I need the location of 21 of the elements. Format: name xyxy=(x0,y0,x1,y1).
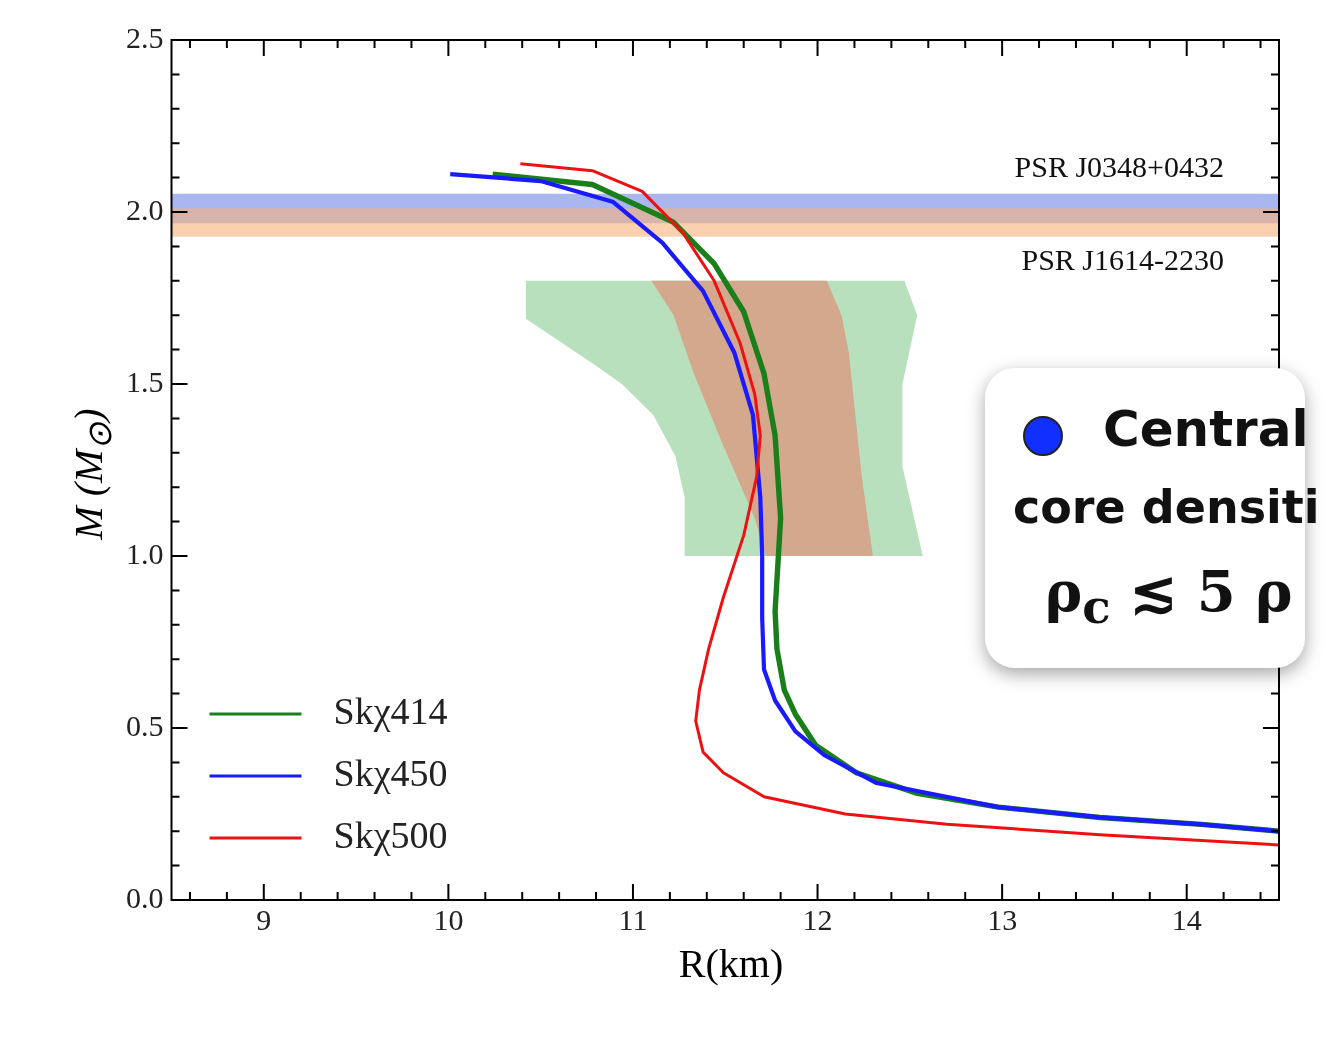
legend-label: Skχ450 xyxy=(333,751,448,794)
x-tick-label: 10 xyxy=(433,902,464,936)
annotation: ρ$_{c}$ ≲ 5 ρ xyxy=(1045,558,1293,635)
y-tick-label: 0.5 xyxy=(126,708,164,742)
y-tick-label: 1.0 xyxy=(126,536,164,570)
legend-label: Skχ500 xyxy=(333,813,448,856)
x-tick-label: 11 xyxy=(618,902,648,936)
annotation: core densiti xyxy=(1013,480,1320,534)
x-tick-label: 12 xyxy=(802,902,833,936)
band-label: PSR J1614-2230 xyxy=(1021,242,1224,276)
x-tick-label: 13 xyxy=(987,902,1018,936)
x-axis-title: R(km) xyxy=(678,940,784,987)
legend-label: Skχ414 xyxy=(333,689,448,732)
x-tick-label: 9 xyxy=(256,902,272,936)
y-tick-label: 2.5 xyxy=(126,20,164,54)
annotation: Central xyxy=(1103,400,1309,458)
x-tick-label: 14 xyxy=(1171,902,1202,936)
y-tick-label: 0.0 xyxy=(126,880,164,914)
band-label: PSR J0348+0432 xyxy=(1014,149,1224,183)
y-tick-label: 2.0 xyxy=(126,192,164,226)
y-tick-label: 1.5 xyxy=(126,364,164,398)
